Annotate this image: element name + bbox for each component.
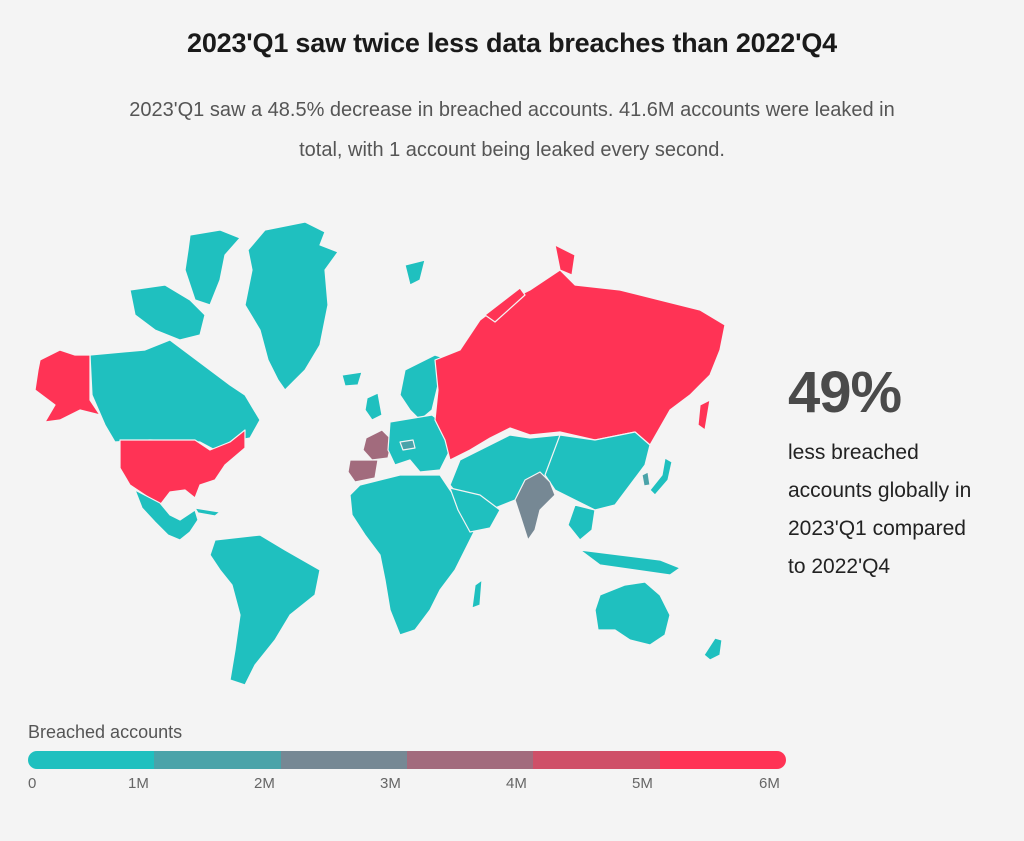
region-south-america[interactable] <box>209 534 321 686</box>
legend-swatch <box>533 751 660 769</box>
region-france[interactable] <box>362 429 393 461</box>
region-uk[interactable] <box>364 392 383 421</box>
chart-title: 2023'Q1 saw twice less data breaches tha… <box>187 28 837 58</box>
world-map <box>20 210 760 710</box>
legend-tick: 5M <box>632 775 653 792</box>
region-new-zealand[interactable] <box>703 637 723 661</box>
stat-line: 2023'Q1 compared <box>788 517 966 540</box>
region-united-states[interactable] <box>119 429 246 506</box>
region-australia[interactable] <box>594 581 671 646</box>
stat-line: accounts globally in <box>788 479 972 502</box>
region-sakhalin[interactable] <box>697 399 711 431</box>
legend-tick: 2M <box>254 775 275 792</box>
region-canada-islands[interactable] <box>129 284 206 341</box>
region-south-korea[interactable] <box>641 471 651 487</box>
region-arabia[interactable] <box>449 487 501 533</box>
region-india[interactable] <box>514 471 556 541</box>
legend-swatch <box>28 751 155 769</box>
legend-tick: 1M <box>128 775 149 792</box>
region-greenland[interactable] <box>244 221 339 391</box>
legend-tick: 4M <box>506 775 527 792</box>
region-africa[interactable] <box>349 474 481 636</box>
legend-tick: 3M <box>380 775 401 792</box>
stat-line: less breached <box>788 441 919 464</box>
legend-color-bar <box>28 751 786 769</box>
legend-swatch <box>280 751 407 769</box>
stat-line: to 2022'Q4 <box>788 555 891 578</box>
region-japan[interactable] <box>649 457 673 496</box>
region-novaya-zemlya[interactable] <box>484 287 526 323</box>
region-russia[interactable] <box>434 269 726 461</box>
stat-value: 49% <box>788 360 902 425</box>
region-czechia[interactable] <box>399 439 416 451</box>
chart-subtitle: 2023'Q1 saw a 48.5% decrease in breached… <box>129 99 895 161</box>
region-cuba[interactable] <box>194 507 221 517</box>
legend-title: Breached accounts <box>28 722 183 742</box>
region-canada[interactable] <box>89 339 261 451</box>
region-se-asia[interactable] <box>567 504 596 541</box>
stat-description: less breached accounts globally in 2023'… <box>788 434 1018 586</box>
region-svalbard[interactable] <box>404 259 426 286</box>
region-alaska[interactable] <box>34 349 101 423</box>
legend-ticks: 0 1M 2M 3M 4M 5M 6M <box>28 775 786 799</box>
legend-swatch <box>154 751 281 769</box>
region-spain[interactable] <box>347 459 379 483</box>
region-mexico[interactable] <box>134 489 199 541</box>
region-indonesia[interactable] <box>579 549 681 576</box>
color-legend: Breached accounts 0 1M 2M 3M 4M 5M 6M <box>28 722 786 799</box>
region-iceland[interactable] <box>341 371 363 387</box>
legend-swatch <box>659 751 786 769</box>
stat-panel: 49% less breached accounts globally in 2… <box>788 358 1018 586</box>
region-madagascar[interactable] <box>471 579 483 609</box>
legend-tick: 0 <box>28 775 37 792</box>
legend-tick: 6M <box>759 775 780 792</box>
legend-swatch <box>406 751 534 769</box>
region-china[interactable] <box>544 431 651 511</box>
region-russia-arctic-island[interactable] <box>554 244 576 276</box>
region-canada-arctic[interactable] <box>184 229 241 306</box>
